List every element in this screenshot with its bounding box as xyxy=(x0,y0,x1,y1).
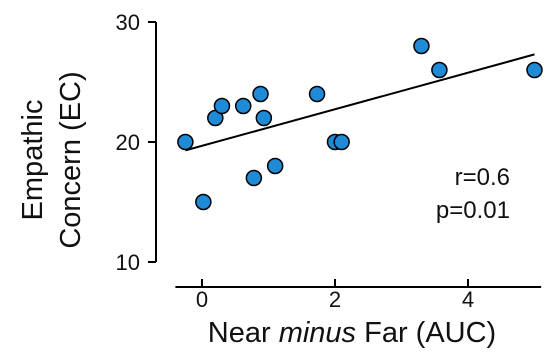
y-tick-label-10: 10 xyxy=(116,250,140,275)
data-points xyxy=(177,37,543,211)
data-point-5 xyxy=(245,169,263,187)
data-point-11 xyxy=(333,133,350,151)
x-axis-title-prefix: Near xyxy=(208,317,279,349)
data-point-13 xyxy=(431,61,448,79)
data-point-1 xyxy=(195,193,212,211)
x-axis-title-italic: minus xyxy=(279,317,356,349)
data-point-4 xyxy=(234,97,252,115)
p-value-label: p=0.01 xyxy=(436,197,510,224)
y-tick-label-20: 20 xyxy=(116,130,140,155)
y-axis: 10 20 30 xyxy=(116,10,157,275)
x-tick-label-0: 0 xyxy=(196,287,208,312)
data-point-7 xyxy=(255,109,273,127)
y-axis-title-line2: Concern (EC) xyxy=(55,71,87,248)
data-point-8 xyxy=(266,157,284,175)
correlation-label: r=0.6 xyxy=(455,164,510,191)
data-point-6 xyxy=(252,85,269,103)
data-point-12 xyxy=(413,37,430,55)
x-axis: 0 2 4 xyxy=(175,279,542,312)
y-axis-title-line1: Empathic xyxy=(17,100,49,221)
data-point-14 xyxy=(526,61,543,79)
data-point-3 xyxy=(213,97,231,115)
x-axis-title-suffix: Far (AUC) xyxy=(356,317,496,349)
x-tick-label-2: 2 xyxy=(329,287,341,312)
regression-line xyxy=(185,53,535,152)
data-point-0 xyxy=(177,133,194,151)
x-tick-label-4: 4 xyxy=(462,287,474,312)
x-axis-title: Near minus Far (AUC) xyxy=(208,317,496,349)
y-tick-label-30: 30 xyxy=(116,10,140,35)
data-point-9 xyxy=(308,85,326,103)
